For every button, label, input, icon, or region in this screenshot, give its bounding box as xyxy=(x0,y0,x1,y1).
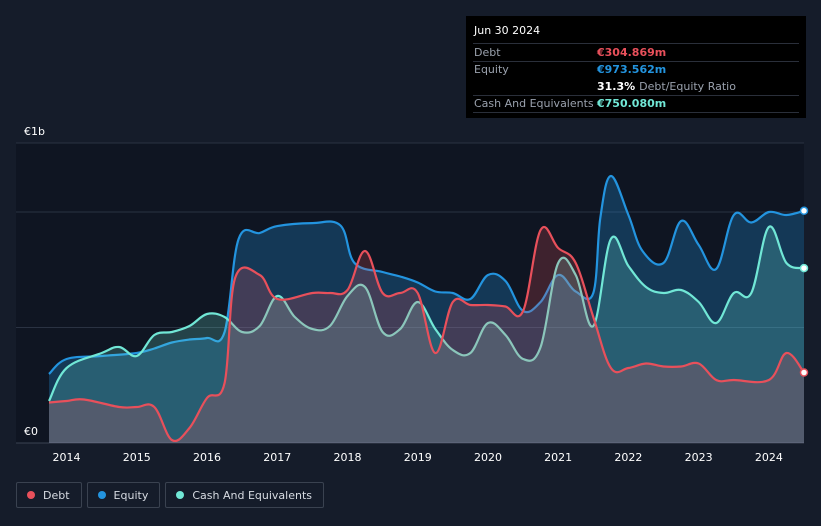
cash-line xyxy=(48,225,805,402)
y-tick-label: €0 xyxy=(24,425,38,438)
tooltip-row-ratio: 31.3% Debt/Equity Ratio xyxy=(473,78,799,96)
tooltip-row-debt: Debt €304.869m xyxy=(473,44,799,62)
legend-item-cash[interactable]: Cash And Equivalents xyxy=(165,482,324,508)
cash-dot-icon xyxy=(176,491,185,499)
tooltip-debt-label: Debt xyxy=(474,45,501,59)
x-tick-label: 2022 xyxy=(614,451,642,464)
series-layer xyxy=(48,174,809,443)
tooltip-equity-label: Equity xyxy=(474,63,509,77)
x-tick-label: 2021 xyxy=(544,451,572,464)
legend-label-equity: Equity xyxy=(113,488,149,502)
debt-dot-icon xyxy=(27,491,35,499)
tooltip-cash-label: Cash And Equivalents xyxy=(474,97,594,111)
tooltip-date: Jun 30 2024 xyxy=(473,24,799,44)
tooltip-equity-value: €973.562m xyxy=(597,63,667,77)
tooltip-row-cash: Cash And Equivalents €750.080m xyxy=(473,96,799,113)
x-tick-label: 2024 xyxy=(755,451,783,464)
tooltip-panel: Jun 30 2024 Debt €304.869m Equity €973.5… xyxy=(466,16,806,118)
legend-label-cash: Cash And Equivalents xyxy=(192,488,312,502)
x-tick-label: 2016 xyxy=(193,451,221,464)
x-tick-label: 2018 xyxy=(333,451,361,464)
legend-label-debt: Debt xyxy=(43,488,70,502)
x-tick-label: 2017 xyxy=(263,451,291,464)
x-tick-label: 2015 xyxy=(123,451,151,464)
chart-legend: Debt Equity Cash And Equivalents xyxy=(16,482,324,508)
y-tick-label: €1b xyxy=(24,125,45,138)
x-tick-label: 2023 xyxy=(685,451,713,464)
x-tick-label: 2019 xyxy=(404,451,432,464)
cash-endpoint xyxy=(799,263,809,273)
legend-item-equity[interactable]: Equity xyxy=(86,482,161,508)
x-tick-label: 2020 xyxy=(474,451,502,464)
equity-dot-icon xyxy=(97,491,106,499)
debt-line xyxy=(48,226,805,442)
debt-endpoint xyxy=(799,368,809,377)
debt-area xyxy=(49,226,804,443)
tooltip-ratio-label: Debt/Equity Ratio xyxy=(639,79,736,93)
grid-lines xyxy=(16,142,804,444)
tooltip-ratio-value: 31.3% xyxy=(597,79,636,93)
tooltip-debt-value: €304.869m xyxy=(597,45,667,59)
equity-endpoint xyxy=(799,206,809,216)
equity-line xyxy=(48,174,805,375)
legend-item-debt[interactable]: Debt xyxy=(16,482,82,508)
x-tick-label: 2014 xyxy=(53,451,81,464)
tooltip-cash-value: €750.080m xyxy=(597,97,667,111)
axes: 2014 2015 2016 2017 2018 2019 2020 2021 2022 2023… xyxy=(24,125,783,464)
plot-background xyxy=(16,143,804,443)
tooltip-row-equity: Equity €973.562m xyxy=(473,62,799,79)
cash-area xyxy=(49,226,804,443)
